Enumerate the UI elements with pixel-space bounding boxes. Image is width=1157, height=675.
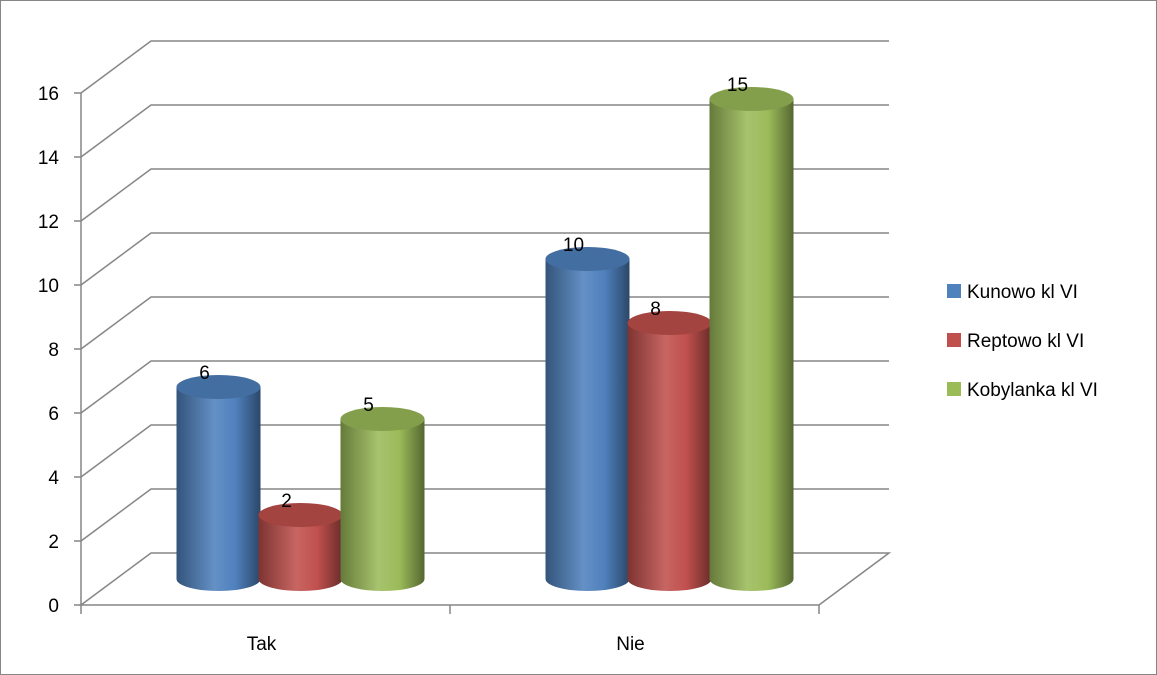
bar-body	[545, 259, 630, 591]
legend: Kunowo kl VI Reptowo kl VI Kobylanka kl VI	[947, 282, 1098, 401]
gridline	[80, 232, 889, 286]
bar-top	[258, 503, 343, 527]
data-label: 5	[363, 395, 374, 416]
gridline	[80, 168, 889, 222]
bar-body	[340, 419, 425, 591]
bar-body	[709, 99, 794, 591]
x-category-label: Nie	[616, 634, 645, 655]
bar	[627, 311, 712, 591]
legend-swatch	[947, 382, 961, 396]
bar-top	[176, 375, 261, 399]
data-label: 8	[650, 299, 661, 320]
bar-body	[258, 515, 343, 591]
y-tick-label: 6	[48, 404, 59, 425]
y-tick-label: 8	[48, 340, 59, 361]
legend-item: Reptowo kl VI	[947, 331, 1084, 352]
bar	[258, 503, 343, 591]
bar	[176, 375, 261, 591]
y-tick-label: 0	[48, 596, 59, 617]
bar-top	[545, 247, 630, 271]
chart-floor	[78, 552, 892, 606]
legend-label: Kobylanka kl VI	[967, 380, 1098, 401]
gridlines	[80, 40, 889, 542]
y-axis-ticks: 0 2 4 6 8 10 12 14 16	[38, 84, 81, 617]
bars	[176, 87, 794, 591]
bar	[340, 407, 425, 591]
data-label: 15	[727, 75, 748, 96]
bar-body	[627, 323, 712, 591]
legend-label: Reptowo kl VI	[967, 331, 1084, 352]
data-label: 10	[563, 235, 584, 256]
y-tick-label: 12	[38, 212, 59, 233]
bar-top	[340, 407, 425, 431]
legend-item: Kobylanka kl VI	[947, 380, 1098, 401]
x-category-label: Tak	[247, 634, 277, 655]
y-tick-label: 2	[48, 532, 59, 553]
data-label: 6	[199, 363, 210, 384]
legend-swatch	[947, 333, 961, 347]
gridline	[80, 40, 889, 94]
y-tick-label: 4	[48, 468, 59, 489]
legend-swatch	[947, 284, 961, 298]
bar-body	[176, 387, 261, 591]
bar	[545, 247, 630, 591]
data-labels: 6 2 5 10 8 15	[199, 75, 748, 512]
gridline	[80, 296, 889, 350]
y-tick-label: 14	[38, 148, 60, 169]
bar	[709, 87, 794, 591]
bar-top	[709, 87, 794, 111]
legend-item: Kunowo kl VI	[947, 282, 1078, 303]
y-tick-label: 16	[38, 84, 59, 105]
bar-top	[627, 311, 712, 335]
x-axis-categories: Tak Nie	[80, 605, 820, 655]
y-tick-label: 10	[38, 276, 59, 297]
data-label: 2	[281, 491, 292, 512]
legend-label: Kunowo kl VI	[967, 282, 1078, 303]
gridline	[80, 104, 889, 158]
